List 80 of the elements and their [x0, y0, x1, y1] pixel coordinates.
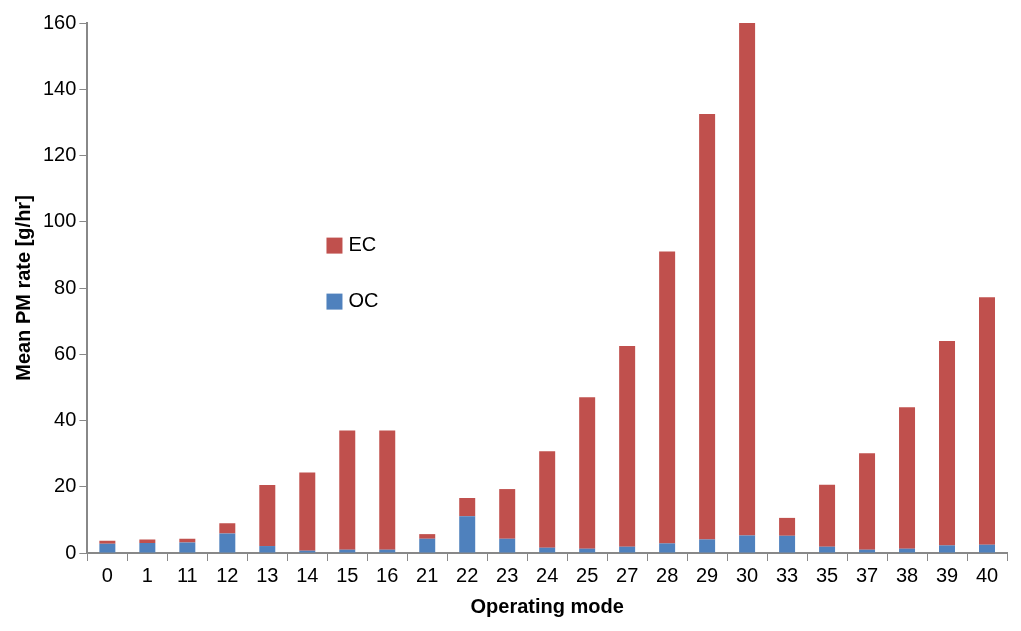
bar	[699, 539, 716, 553]
bar	[99, 540, 116, 544]
bar	[259, 546, 276, 553]
bar	[179, 542, 196, 553]
x-tick-label: 28	[656, 563, 679, 586]
x-tick-label: 21	[416, 563, 439, 586]
x-tick-label: 1	[141, 563, 153, 586]
x-tick-label: 38	[895, 563, 919, 586]
x-tick-label: 39	[935, 563, 959, 586]
bar	[259, 485, 276, 547]
x-tick-label: 37	[855, 563, 879, 586]
bar	[139, 539, 156, 544]
x-tick-label: 12	[216, 563, 239, 586]
y-tick-label: 60	[54, 341, 77, 364]
bar	[339, 430, 356, 550]
y-tick-label: 120	[42, 143, 77, 166]
bar	[579, 397, 596, 549]
x-tick-label: 24	[536, 563, 559, 586]
bar	[699, 114, 716, 540]
bar	[379, 430, 396, 550]
y-tick-label: 40	[54, 408, 77, 431]
y-tick-label: 100	[42, 209, 77, 232]
bar	[739, 535, 756, 553]
y-tick-label: 0	[65, 540, 77, 563]
bar	[419, 534, 436, 539]
bar	[659, 251, 676, 544]
bar	[979, 544, 996, 553]
bar	[819, 484, 836, 547]
bar	[339, 549, 356, 553]
y-tick-label: 160	[42, 10, 77, 33]
bar	[619, 345, 636, 547]
x-tick-label: 22	[456, 563, 479, 586]
bar	[499, 489, 516, 539]
bar	[979, 297, 996, 545]
x-tick-label: 23	[496, 563, 519, 586]
x-tick-label: 27	[616, 563, 639, 586]
bar	[619, 546, 636, 553]
bar	[219, 533, 236, 553]
bar	[899, 407, 916, 549]
x-tick-label: 13	[256, 563, 279, 586]
bar	[939, 341, 956, 546]
x-tick-label: 16	[376, 563, 399, 586]
bar	[779, 535, 796, 553]
y-tick-label: 80	[54, 275, 77, 298]
bar	[859, 453, 876, 550]
bar	[939, 545, 956, 553]
bar	[459, 516, 476, 553]
bar	[779, 517, 796, 536]
x-tick-label: 14	[296, 563, 319, 586]
bar	[219, 523, 236, 534]
bar	[859, 549, 876, 553]
bar	[99, 543, 116, 553]
x-tick-label: 15	[336, 563, 359, 586]
x-tick-label: 30	[735, 563, 759, 586]
bar	[819, 546, 836, 553]
x-tick-label: 35	[815, 563, 839, 586]
bar	[379, 549, 396, 553]
x-axis-title: Operating mode	[470, 594, 624, 617]
bar	[299, 472, 316, 551]
x-tick-label: 29	[696, 563, 719, 586]
x-tick-label: 0	[101, 563, 113, 586]
x-tick-label: 40	[975, 563, 999, 586]
x-tick-label: 25	[576, 563, 599, 586]
bar	[459, 498, 476, 517]
bar	[499, 538, 516, 553]
y-axis-title: Mean PM rate [g/hr]	[11, 195, 34, 381]
bar	[419, 538, 436, 553]
bar	[139, 543, 156, 553]
bar	[579, 548, 596, 553]
x-tick-label: 11	[176, 563, 198, 586]
bar	[539, 547, 556, 553]
bar	[659, 543, 676, 553]
bar	[739, 23, 756, 536]
y-tick-label: 140	[42, 76, 77, 99]
bar	[539, 451, 556, 548]
legend-label: EC	[348, 233, 377, 256]
legend-label: OC	[348, 289, 379, 312]
x-tick-label: 33	[775, 563, 799, 586]
y-tick-label: 20	[54, 474, 77, 497]
bar	[899, 548, 916, 553]
